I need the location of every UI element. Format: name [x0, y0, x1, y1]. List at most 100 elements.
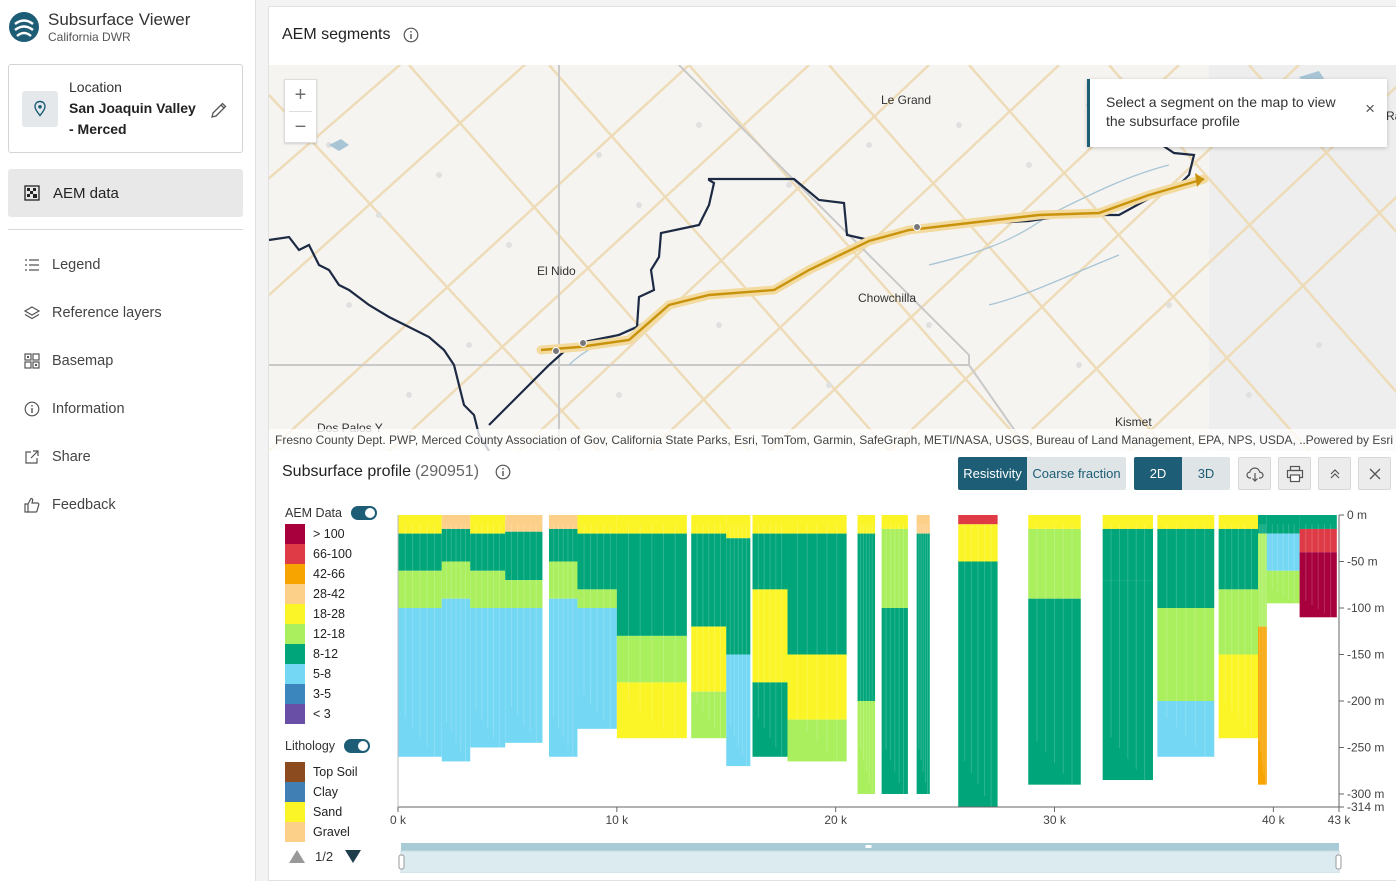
- profile-cell: [1028, 598, 1081, 785]
- info-icon[interactable]: [403, 27, 419, 43]
- profile-cell: [577, 607, 617, 729]
- y-tick-label: -200 m: [1347, 694, 1384, 708]
- map-label-ra: Ra: [1386, 109, 1396, 123]
- profile-cell: [787, 533, 847, 655]
- aem-class-label: 3-5: [313, 687, 332, 701]
- aem-class-swatch: [285, 524, 305, 544]
- profile-cell: [577, 515, 617, 534]
- aem-class-legend-row: 12-18: [285, 624, 385, 644]
- sidebar-item-aem-data[interactable]: AEM data: [8, 169, 243, 217]
- aem-class-legend-row: 66-100: [285, 544, 385, 564]
- profile-count: (290951): [414, 463, 480, 480]
- sidebar-item-basemap[interactable]: Basemap: [24, 349, 113, 373]
- lithology-toggle[interactable]: [344, 739, 371, 753]
- sidebar-item-feedback[interactable]: Feedback: [24, 493, 116, 517]
- powered-by-esri[interactable]: Powered by Esri: [1305, 433, 1393, 447]
- profile-cell: [787, 719, 847, 762]
- profile-cell: [470, 533, 506, 571]
- expand-button[interactable]: [1318, 457, 1351, 490]
- sidebar-item-share[interactable]: Share: [24, 445, 91, 469]
- profile-cell: [398, 515, 442, 534]
- aem-class-swatch: [285, 544, 305, 564]
- subsurface-profile-chart[interactable]: 0 k 10 k 20 k 30 k 40 k 43 k 0 m -50 m -100 m -15…: [369, 503, 1396, 873]
- profile-cell: [1102, 580, 1153, 781]
- range-slider-grip: [865, 845, 872, 848]
- aem-class-swatch: [285, 624, 305, 644]
- print-button[interactable]: [1278, 457, 1311, 490]
- aem-data-toggle[interactable]: [350, 506, 377, 520]
- sidebar-item-information[interactable]: Information: [24, 397, 125, 421]
- brand: Subsurface Viewer California DWR: [8, 10, 190, 44]
- x-tick-label: 43 k: [1328, 813, 1352, 827]
- page-up-icon[interactable]: [289, 850, 305, 863]
- profile-title: Subsurface profile: [282, 463, 411, 480]
- sidebar: Subsurface Viewer California DWR Locatio…: [0, 0, 256, 881]
- close-profile-button[interactable]: [1358, 457, 1391, 490]
- aem-class-label: 42-66: [313, 567, 345, 581]
- profile-cell: [398, 607, 442, 757]
- lithology-class-label: Gravel: [313, 825, 350, 839]
- profile-cell: [548, 598, 578, 757]
- profile-cell: [787, 515, 847, 534]
- profile-cell: [691, 533, 727, 627]
- zoom-in-button[interactable]: +: [294, 84, 307, 106]
- sidebar-item-label: AEM data: [53, 184, 119, 202]
- profile-cell: [1028, 528, 1081, 599]
- aem-data-label: AEM Data: [285, 506, 342, 520]
- close-icon[interactable]: ×: [1365, 99, 1375, 118]
- aem-class-legend-row: 18-28: [285, 604, 385, 624]
- y-tick-label: -100 m: [1347, 601, 1384, 615]
- location-label: Location: [69, 79, 122, 95]
- share-icon: [25, 450, 39, 464]
- x-tick-label: 20 k: [824, 813, 848, 827]
- profile-cell: [505, 515, 543, 532]
- profile-cell: [1299, 552, 1337, 618]
- profile-cell: [1266, 515, 1300, 534]
- zoom-out-button[interactable]: −: [294, 116, 307, 138]
- profile-cell: [752, 533, 788, 590]
- aem-data-legend-header: AEM Data: [285, 503, 385, 523]
- profile-cell: [1102, 515, 1153, 529]
- print-icon: [1286, 465, 1303, 482]
- map-label-chowchilla: Chowchilla: [858, 291, 917, 305]
- edit-pencil-icon[interactable]: [209, 100, 229, 120]
- app-title: Subsurface Viewer: [48, 10, 191, 29]
- profile-cell: [691, 515, 727, 534]
- profile-cell: [726, 538, 751, 655]
- page-down-icon[interactable]: [345, 850, 362, 863]
- profile-cell: [441, 515, 471, 529]
- toast-message: Select a segment on the map to view the …: [1106, 94, 1336, 129]
- profile-cell: [958, 561, 998, 807]
- lithology-legend-header: Lithology: [285, 736, 385, 756]
- download-button[interactable]: [1238, 457, 1271, 490]
- range-slider-right-handle: [1335, 854, 1342, 870]
- profile-cell: [505, 531, 543, 581]
- profile-cell: [1258, 533, 1267, 627]
- lithology-class-legend-row: Gravel: [285, 822, 385, 842]
- aem-class-swatch: [285, 564, 305, 584]
- sidebar-item-legend[interactable]: Legend: [24, 253, 100, 277]
- profile-cell: [505, 580, 543, 608]
- resistivity-button[interactable]: Resistivity: [958, 457, 1027, 490]
- info-icon[interactable]: [495, 464, 511, 480]
- profile-cell: [577, 533, 617, 590]
- aem-segments-map[interactable]: Le Grand El Nido Chowchilla Kismet Dos P…: [269, 65, 1396, 451]
- aem-class-label: 5-8: [313, 667, 332, 681]
- profile-cell: [1258, 515, 1267, 534]
- aem-class-swatch: [285, 584, 305, 604]
- x-tick-label: 0 k: [390, 813, 407, 827]
- sidebar-item-label: Legend: [52, 257, 101, 273]
- aem-class-list: > 100 66-100 42-66 28-42 18-28 12-18 8-12 5-8 3-…: [285, 524, 385, 724]
- zoom-control: + −: [284, 79, 317, 143]
- map-label-kismet: Kismet: [1115, 415, 1152, 429]
- thumbs-up-icon: [24, 497, 40, 513]
- profile-cell: [398, 570, 442, 608]
- profile-cell: [857, 700, 876, 794]
- profile-cell: [616, 515, 687, 534]
- coarse-fraction-button[interactable]: Coarse fraction: [1027, 457, 1126, 490]
- profile-cell: [1157, 607, 1215, 701]
- 3d-button[interactable]: 3D: [1182, 457, 1230, 490]
- 2d-button[interactable]: 2D: [1134, 457, 1182, 490]
- sidebar-item-reference-layers[interactable]: Reference layers: [24, 301, 162, 325]
- aem-class-label: 28-42: [313, 587, 345, 601]
